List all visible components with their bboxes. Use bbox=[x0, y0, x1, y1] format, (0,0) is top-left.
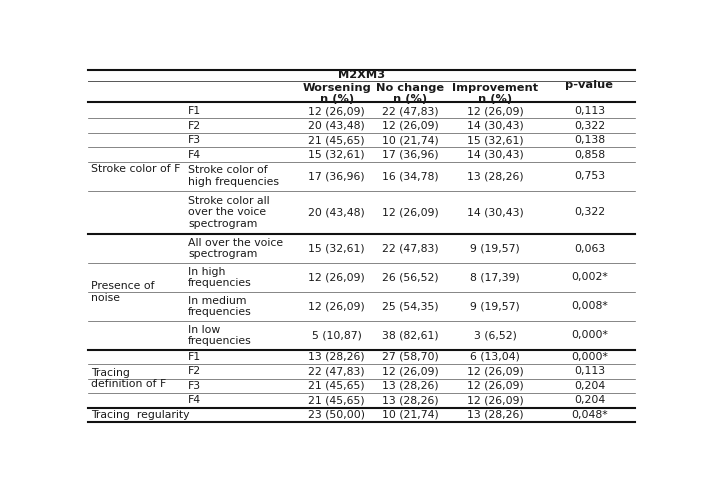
Text: 27 (58,70): 27 (58,70) bbox=[382, 352, 439, 362]
Text: 20 (43,48): 20 (43,48) bbox=[308, 121, 365, 131]
Text: 22 (47,83): 22 (47,83) bbox=[308, 366, 365, 377]
Text: 15 (32,61): 15 (32,61) bbox=[308, 150, 365, 159]
Text: 21 (45,65): 21 (45,65) bbox=[308, 396, 365, 405]
Text: 0,063: 0,063 bbox=[574, 243, 605, 254]
Text: Improvement: Improvement bbox=[452, 83, 538, 93]
Text: 9 (19,57): 9 (19,57) bbox=[470, 301, 520, 312]
Text: 13 (28,26): 13 (28,26) bbox=[467, 410, 524, 420]
Text: F1: F1 bbox=[188, 106, 201, 116]
Text: 17 (36,96): 17 (36,96) bbox=[382, 150, 439, 159]
Text: 5 (10,87): 5 (10,87) bbox=[312, 330, 362, 340]
Text: 0,753: 0,753 bbox=[574, 171, 605, 181]
Text: No change: No change bbox=[376, 83, 445, 93]
Text: All over the voice
spectrogram: All over the voice spectrogram bbox=[188, 238, 283, 260]
Text: 0,138: 0,138 bbox=[574, 135, 605, 145]
Text: 0,000*: 0,000* bbox=[571, 330, 608, 340]
Text: 26 (56,52): 26 (56,52) bbox=[382, 273, 439, 282]
Text: 12 (26,09): 12 (26,09) bbox=[467, 366, 524, 377]
Text: 22 (47,83): 22 (47,83) bbox=[382, 106, 439, 116]
Text: 8 (17,39): 8 (17,39) bbox=[470, 273, 520, 282]
Text: 10 (21,74): 10 (21,74) bbox=[382, 135, 439, 145]
Text: F3: F3 bbox=[188, 381, 201, 391]
Text: 0,002*: 0,002* bbox=[571, 273, 608, 282]
Text: 0,113: 0,113 bbox=[574, 366, 605, 377]
Text: Tracing
definition of F: Tracing definition of F bbox=[91, 368, 166, 389]
Text: 15 (32,61): 15 (32,61) bbox=[467, 135, 524, 145]
Text: F2: F2 bbox=[188, 121, 201, 131]
Text: 9 (19,57): 9 (19,57) bbox=[470, 243, 520, 254]
Text: 21 (45,65): 21 (45,65) bbox=[308, 135, 365, 145]
Text: 14 (30,43): 14 (30,43) bbox=[467, 150, 524, 159]
Text: 12 (26,09): 12 (26,09) bbox=[467, 381, 524, 391]
Text: 0,322: 0,322 bbox=[574, 208, 605, 217]
Text: In low
frequencies: In low frequencies bbox=[188, 325, 252, 346]
Text: 25 (54,35): 25 (54,35) bbox=[382, 301, 439, 312]
Text: 22 (47,83): 22 (47,83) bbox=[382, 243, 439, 254]
Text: F2: F2 bbox=[188, 366, 201, 377]
Text: Tracing  regularity: Tracing regularity bbox=[91, 410, 190, 420]
Text: 14 (30,43): 14 (30,43) bbox=[467, 121, 524, 131]
Text: p-value: p-value bbox=[565, 80, 613, 89]
Text: 6 (13,04): 6 (13,04) bbox=[470, 352, 520, 362]
Text: F4: F4 bbox=[188, 150, 201, 159]
Text: 12 (26,09): 12 (26,09) bbox=[382, 208, 439, 217]
Text: 13 (28,26): 13 (28,26) bbox=[467, 171, 524, 181]
Text: 21 (45,65): 21 (45,65) bbox=[308, 381, 365, 391]
Text: M2XM3: M2XM3 bbox=[338, 69, 385, 80]
Text: 0,000*: 0,000* bbox=[571, 352, 608, 362]
Text: 12 (26,09): 12 (26,09) bbox=[308, 106, 365, 116]
Text: F1: F1 bbox=[188, 352, 201, 362]
Text: In medium
frequencies: In medium frequencies bbox=[188, 295, 252, 317]
Text: 12 (26,09): 12 (26,09) bbox=[382, 366, 439, 377]
Text: Stroke color of
high frequencies: Stroke color of high frequencies bbox=[188, 165, 279, 187]
Text: 12 (26,09): 12 (26,09) bbox=[467, 396, 524, 405]
Text: 0,858: 0,858 bbox=[574, 150, 605, 159]
Text: In high
frequencies: In high frequencies bbox=[188, 267, 252, 288]
Text: 0,113: 0,113 bbox=[574, 106, 605, 116]
Text: 17 (36,96): 17 (36,96) bbox=[308, 171, 365, 181]
Text: 38 (82,61): 38 (82,61) bbox=[382, 330, 439, 340]
Text: 23 (50,00): 23 (50,00) bbox=[308, 410, 365, 420]
Text: n (%): n (%) bbox=[393, 94, 427, 104]
Text: 12 (26,09): 12 (26,09) bbox=[308, 301, 365, 312]
Text: 16 (34,78): 16 (34,78) bbox=[382, 171, 439, 181]
Text: 20 (43,48): 20 (43,48) bbox=[308, 208, 365, 217]
Text: 15 (32,61): 15 (32,61) bbox=[308, 243, 365, 254]
Text: 0,204: 0,204 bbox=[574, 396, 605, 405]
Text: Stroke color all
over the voice
spectrogram: Stroke color all over the voice spectrog… bbox=[188, 196, 270, 229]
Text: Stroke color of F: Stroke color of F bbox=[91, 164, 180, 174]
Text: Presence of
noise: Presence of noise bbox=[91, 281, 154, 303]
Text: n (%): n (%) bbox=[319, 94, 354, 104]
Text: F3: F3 bbox=[188, 135, 201, 145]
Text: 0,048*: 0,048* bbox=[571, 410, 608, 420]
Text: 0,008*: 0,008* bbox=[571, 301, 608, 312]
Text: 13 (28,26): 13 (28,26) bbox=[382, 381, 439, 391]
Text: 3 (6,52): 3 (6,52) bbox=[474, 330, 517, 340]
Text: Worsening: Worsening bbox=[302, 83, 371, 93]
Text: n (%): n (%) bbox=[478, 94, 513, 104]
Text: 0,322: 0,322 bbox=[574, 121, 605, 131]
Text: 14 (30,43): 14 (30,43) bbox=[467, 208, 524, 217]
Text: 12 (26,09): 12 (26,09) bbox=[467, 106, 524, 116]
Text: 13 (28,26): 13 (28,26) bbox=[382, 396, 439, 405]
Text: 12 (26,09): 12 (26,09) bbox=[308, 273, 365, 282]
Text: 12 (26,09): 12 (26,09) bbox=[382, 121, 439, 131]
Text: 13 (28,26): 13 (28,26) bbox=[308, 352, 365, 362]
Text: 0,204: 0,204 bbox=[574, 381, 605, 391]
Text: 10 (21,74): 10 (21,74) bbox=[382, 410, 439, 420]
Text: F4: F4 bbox=[188, 396, 201, 405]
